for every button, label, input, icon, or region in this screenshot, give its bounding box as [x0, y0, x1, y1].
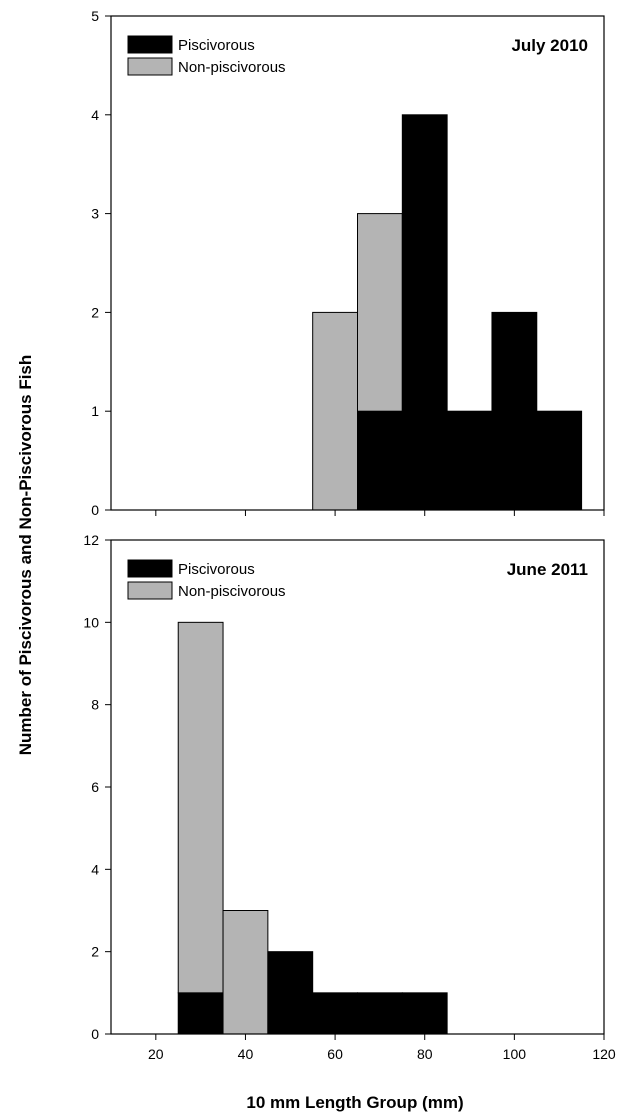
legend-swatch-non-piscivorous [127, 57, 173, 76]
y-tick-label: 0 [91, 502, 99, 518]
bar-piscivorous-70 [357, 410, 403, 511]
y-tick-label: 1 [91, 403, 99, 419]
y-tick-label: 2 [91, 944, 99, 960]
y-axis-title: Number of Piscivorous and Non-Piscivorou… [16, 355, 35, 756]
x-tick-label: 80 [417, 1046, 433, 1062]
y-tick-label: 6 [91, 779, 99, 795]
legend-label-non-piscivorous: Non-piscivorous [178, 583, 286, 600]
legend-label-non-piscivorous: Non-piscivorous [178, 59, 286, 76]
x-tick-label: 100 [503, 1046, 527, 1062]
bar-piscivorous-30 [177, 992, 224, 1035]
bar-piscivorous-50 [267, 951, 314, 1035]
bar-piscivorous-80 [401, 992, 448, 1035]
legend-swatch-non-piscivorous [127, 581, 173, 600]
y-tick-label: 2 [91, 304, 99, 320]
bar-piscivorous-100 [491, 311, 538, 511]
y-tick-label: 5 [91, 8, 99, 24]
bar-non-piscivorous-40 [222, 910, 269, 1035]
x-tick-label: 40 [238, 1046, 254, 1062]
legend-swatch-piscivorous [127, 559, 173, 578]
x-axis-title: 10 mm Length Group (mm) [246, 1093, 463, 1112]
bar-piscivorous-60 [312, 992, 359, 1035]
y-tick-label: 4 [91, 107, 99, 123]
bar-piscivorous-110 [536, 410, 583, 511]
bar-piscivorous-70 [357, 992, 403, 1035]
y-tick-label: 12 [83, 532, 99, 548]
y-tick-label: 4 [91, 861, 99, 877]
plot-frame [110, 15, 605, 511]
panel-july-2010: 0 1 2 3 4 5 July 2010 Piscivorous Non-piscivorou… [91, 8, 605, 518]
legend-label-piscivorous: Piscivorous [178, 561, 255, 578]
bar-non-piscivorous-60 [312, 311, 359, 511]
bar-non-piscivorous-70 [357, 213, 403, 412]
panel-title: July 2010 [511, 36, 588, 55]
x-tick-label: 20 [148, 1046, 164, 1062]
bar-piscivorous-90 [446, 410, 493, 511]
x-tick-label: 60 [327, 1046, 343, 1062]
legend-swatch-piscivorous [127, 35, 173, 54]
y-tick-label: 10 [83, 614, 99, 630]
y-tick-label: 8 [91, 697, 99, 713]
panel-june-2011: 0 2 4 6 8 10 12 20 40 60 80 100 120 June 2011 Piscivor… [83, 532, 615, 1062]
x-tick-label: 120 [592, 1046, 616, 1062]
panel-title: June 2011 [507, 560, 588, 579]
legend-label-piscivorous: Piscivorous [178, 37, 255, 54]
y-tick-label: 3 [91, 206, 99, 222]
bar-piscivorous-80 [401, 114, 448, 511]
bar-non-piscivorous-30 [177, 621, 224, 994]
y-tick-label: 0 [91, 1026, 99, 1042]
